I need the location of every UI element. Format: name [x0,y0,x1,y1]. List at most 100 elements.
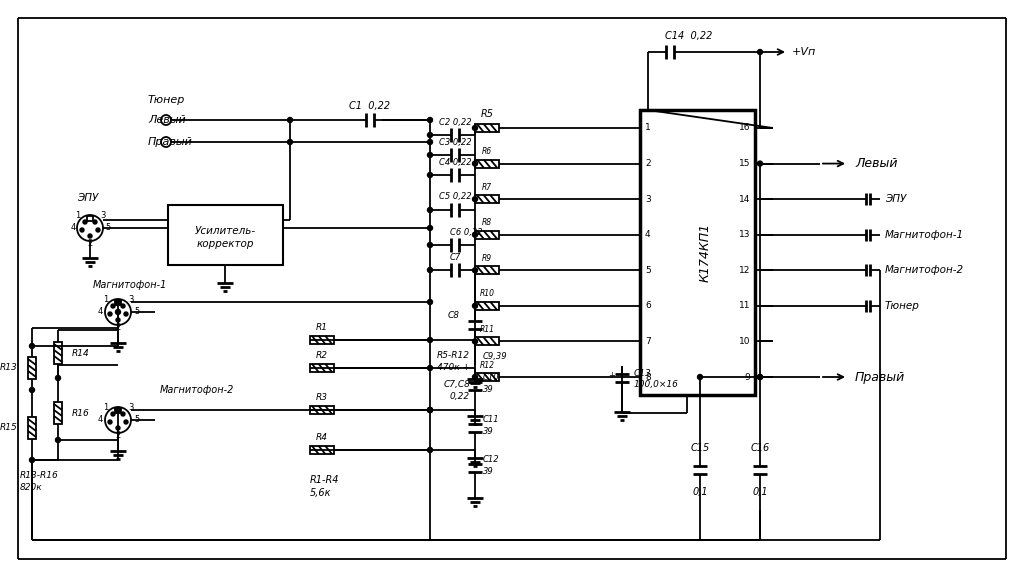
Text: С16: С16 [751,443,770,453]
Circle shape [124,420,128,424]
Text: 3: 3 [100,211,105,219]
Circle shape [83,220,87,224]
Bar [310,406,334,414]
Text: Магнитофон-1: Магнитофон-1 [93,280,167,290]
Text: С14  0,22: С14 0,22 [665,31,713,41]
Text: С9,39: С9,39 [483,353,508,362]
Circle shape [758,374,763,380]
Circle shape [427,338,432,343]
Text: 100,0×16: 100,0×16 [634,380,679,389]
Text: 5: 5 [134,308,139,317]
Text: 11: 11 [738,301,750,310]
Text: Правый: Правый [148,137,193,147]
Circle shape [427,407,432,413]
Circle shape [427,118,432,122]
Text: 15: 15 [738,159,750,168]
Text: 12: 12 [738,266,750,275]
Text: R8: R8 [482,218,493,227]
Circle shape [472,197,477,201]
Text: 1: 1 [103,403,109,411]
Circle shape [288,118,293,122]
Circle shape [427,448,432,452]
Text: 3: 3 [128,294,134,304]
Text: Магнитофон-2: Магнитофон-2 [885,265,965,275]
Text: Магнитофон-2: Магнитофон-2 [160,385,234,395]
Circle shape [758,161,763,166]
Text: С8: С8 [449,310,460,320]
Bar [475,267,499,274]
Circle shape [427,242,432,248]
Text: 13: 13 [738,230,750,239]
Text: С10: С10 [483,373,500,383]
Circle shape [472,268,477,273]
Text: С13: С13 [634,369,651,377]
Circle shape [111,412,115,416]
Circle shape [116,426,120,430]
Text: 1: 1 [645,123,650,133]
Circle shape [116,309,121,314]
Text: R1-R4: R1-R4 [310,475,340,485]
Text: Левый: Левый [148,115,185,125]
Bar [310,336,334,344]
Text: 9: 9 [744,373,750,381]
Circle shape [758,374,763,380]
Bar [475,124,499,132]
Text: 820к: 820к [20,484,43,493]
Circle shape [111,304,115,308]
Text: С15: С15 [690,443,710,453]
Text: R6: R6 [482,147,493,156]
Text: R14: R14 [72,349,90,358]
Circle shape [121,412,125,416]
Text: С7: С7 [450,253,461,261]
Bar [475,195,499,203]
Circle shape [427,407,432,413]
Text: R13-R16: R13-R16 [20,471,58,481]
Bar [475,302,499,310]
Bar [168,205,283,265]
Text: R4: R4 [316,433,328,443]
Text: С5 0,22: С5 0,22 [438,193,471,201]
Circle shape [697,374,702,380]
Text: С1  0,22: С1 0,22 [349,101,390,111]
Text: С3 0,22: С3 0,22 [438,137,471,147]
Text: 0,1: 0,1 [692,487,708,497]
Text: Усилитель-: Усилитель- [195,226,256,236]
Bar [54,342,62,364]
Text: 16: 16 [738,123,750,133]
Circle shape [472,161,477,166]
Text: 2: 2 [116,430,121,440]
Bar [310,446,334,454]
Circle shape [55,376,60,380]
Text: 4: 4 [71,223,76,233]
Circle shape [30,343,35,349]
Circle shape [116,299,121,305]
Circle shape [427,140,432,144]
Circle shape [427,208,432,212]
Circle shape [427,173,432,178]
Text: R5: R5 [480,109,494,119]
Text: 5: 5 [105,223,111,233]
Circle shape [472,339,477,344]
Text: R11: R11 [479,325,495,334]
Text: 2: 2 [116,323,121,332]
Text: R13: R13 [0,364,18,373]
Text: С6 0,22: С6 0,22 [450,227,482,237]
Text: ЭПУ: ЭПУ [885,194,906,204]
Bar [115,408,121,413]
Circle shape [427,365,432,370]
Bar [640,110,755,395]
Text: 39: 39 [483,467,494,477]
Circle shape [472,126,477,130]
Circle shape [124,312,128,316]
Circle shape [472,232,477,237]
Circle shape [121,304,125,308]
Text: 10: 10 [738,337,750,346]
Text: R3: R3 [316,394,328,403]
Text: R7: R7 [482,183,493,192]
Text: 4: 4 [97,308,102,317]
Bar [475,373,499,381]
Bar [475,338,499,346]
Circle shape [116,407,121,413]
Text: 2: 2 [87,238,92,248]
Text: R16: R16 [72,409,90,418]
